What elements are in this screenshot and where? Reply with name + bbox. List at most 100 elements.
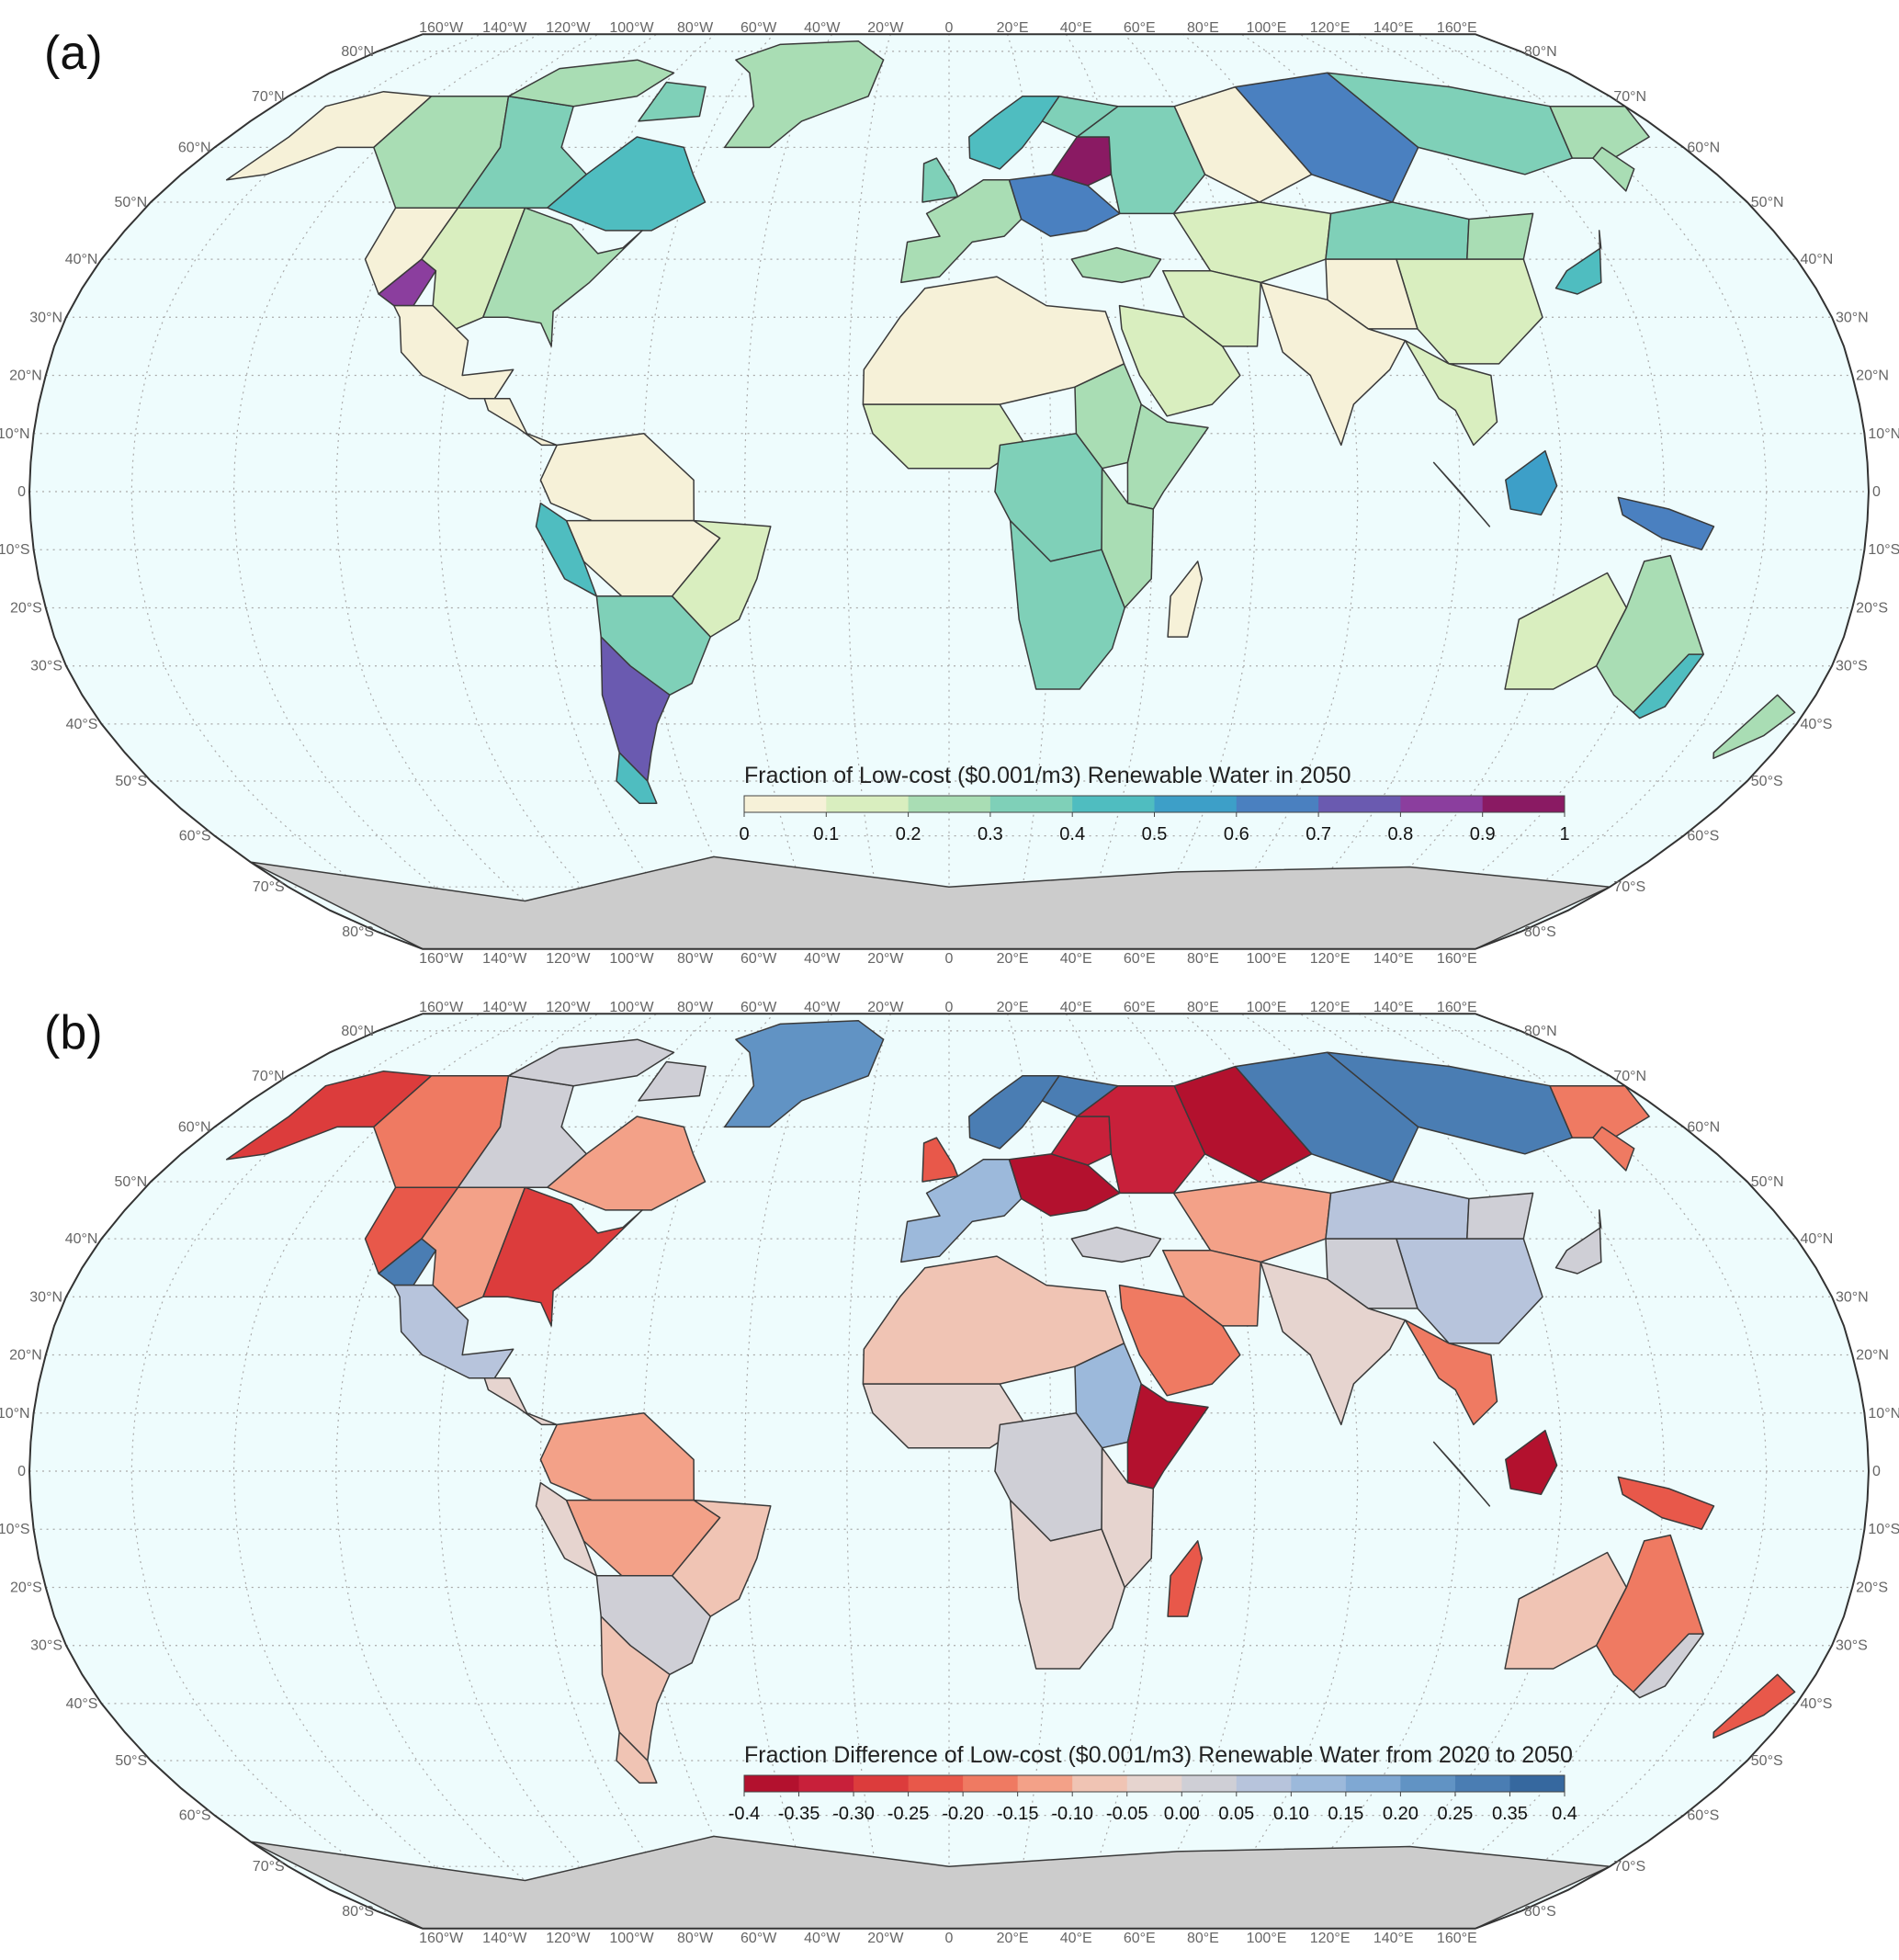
lon-label-bottom: 140°W	[482, 951, 527, 967]
lat-label-left: 30°S	[30, 659, 62, 674]
lat-label-left: 80°N	[341, 1024, 374, 1039]
lon-label-top: 100°W	[609, 1000, 654, 1015]
lon-label-top: 160°E	[1437, 20, 1477, 36]
legend-swatch	[798, 1775, 854, 1792]
legend-tick: 0.00	[1164, 1804, 1200, 1824]
legend: Fraction Difference of Low-cost ($0.001/…	[729, 1742, 1577, 1824]
lat-label-right: 40°S	[1801, 1696, 1833, 1712]
lat-label-left: 30°N	[29, 1289, 62, 1305]
region-china-north	[1466, 212, 1534, 260]
legend-swatch	[1345, 1775, 1401, 1792]
region-central-america	[483, 398, 558, 447]
lon-label-bottom: 160°E	[1437, 1931, 1477, 1946]
lat-label-left: 50°S	[115, 774, 147, 789]
region-kamchatka	[1592, 1126, 1635, 1172]
lat-label-right: 80°N	[1524, 44, 1557, 60]
map-outline	[28, 1013, 1871, 1930]
legend-tick: 0.3	[978, 824, 1003, 844]
legend-tick: -0.10	[1051, 1804, 1093, 1824]
region-central-america	[483, 1377, 558, 1426]
region-korea-japan	[1554, 230, 1602, 295]
region-siberia-central	[1234, 72, 1419, 203]
lon-label-bottom: 80°W	[677, 951, 714, 967]
lat-label-left: 10°N	[0, 1406, 30, 1422]
lon-label-top: 80°W	[677, 1000, 714, 1015]
legend-tick: -0.15	[997, 1804, 1039, 1824]
lon-label-top: 60°W	[740, 20, 777, 36]
legend-tick: -0.25	[887, 1804, 930, 1824]
region-argentina	[600, 636, 671, 782]
lon-label-bottom: 100°E	[1247, 1931, 1287, 1946]
lon-label-bottom: 60°E	[1124, 1931, 1156, 1946]
lon-label-top: 120°W	[546, 1000, 591, 1015]
legend-tick: 0.6	[1224, 824, 1249, 844]
lat-label-right: 20°N	[1856, 368, 1889, 384]
region-siberia-central	[1234, 1051, 1419, 1183]
lat-label-right: 80°N	[1524, 1024, 1557, 1039]
lat-label-left: 0	[17, 484, 26, 500]
lon-label-bottom: 100°W	[609, 1931, 654, 1946]
lon-label-top: 100°E	[1247, 1000, 1287, 1015]
legend-tick: 0.10	[1273, 1804, 1309, 1824]
lat-label-left: 30°S	[30, 1638, 62, 1654]
lon-label-bottom: 40°E	[1060, 951, 1092, 967]
legend-tick: 0.35	[1492, 1804, 1528, 1824]
lon-label-top: 0	[945, 20, 954, 36]
legend-swatch	[1072, 796, 1155, 812]
lon-label-bottom: 160°E	[1437, 951, 1477, 967]
lon-label-bottom: 20°W	[867, 951, 904, 967]
region-argentina	[600, 1615, 671, 1762]
legend-tick: 0.5	[1142, 824, 1168, 844]
lat-label-right: 0	[1872, 1464, 1881, 1479]
legend-swatch	[1236, 1775, 1292, 1792]
legend-swatch	[744, 1775, 800, 1792]
lat-label-right: 10°S	[1868, 542, 1899, 558]
lat-label-right: 50°N	[1751, 195, 1784, 210]
lon-label-bottom: 40°W	[804, 1931, 841, 1946]
region-china-south	[1396, 258, 1543, 365]
region-iran	[1161, 1249, 1261, 1327]
lat-label-right: 40°N	[1801, 1231, 1834, 1247]
region-korea-japan	[1554, 1209, 1602, 1275]
legend-swatch	[1017, 1775, 1073, 1792]
lon-label-top: 120°E	[1310, 1000, 1351, 1015]
lon-label-top: 160°W	[419, 1000, 464, 1015]
region-india	[1260, 281, 1407, 447]
lon-label-top: 120°W	[546, 20, 591, 36]
region-australia-se	[1633, 1633, 1704, 1699]
region-borneo	[1505, 449, 1558, 516]
region-siberia-west	[1173, 1065, 1313, 1183]
lat-label-left: 20°N	[9, 1348, 42, 1364]
lon-label-top: 60°W	[740, 1000, 777, 1015]
region-brazil-east	[671, 519, 772, 638]
region-uk	[921, 1137, 959, 1183]
land-regions	[225, 40, 1796, 949]
lon-label-bottom: 40°E	[1060, 1931, 1092, 1946]
lon-label-bottom: 80°W	[677, 1931, 714, 1946]
lat-label-left: 10°N	[0, 426, 30, 442]
lat-label-left: 0	[17, 1464, 26, 1479]
lat-label-left: 80°N	[341, 44, 374, 60]
region-greenland	[723, 1019, 885, 1128]
lat-label-right: 60°S	[1687, 1808, 1719, 1824]
legend-swatch	[963, 1775, 1019, 1792]
lon-label-top: 140°E	[1373, 20, 1414, 36]
legend-title: Fraction of Low-cost ($0.001/m3) Renewab…	[744, 763, 1351, 788]
lat-label-right: 20°S	[1856, 1580, 1888, 1595]
lat-label-left: 40°S	[66, 717, 98, 732]
lon-label-top: 20°E	[997, 20, 1029, 36]
lat-label-right: 50°S	[1751, 1753, 1783, 1769]
region-southern-africa	[1009, 519, 1125, 690]
region-new-guinea	[1617, 496, 1715, 550]
lat-label-right: 50°N	[1751, 1174, 1784, 1190]
lon-label-bottom: 60°E	[1124, 951, 1156, 967]
region-western-europe	[900, 1159, 1023, 1263]
legend-tick: -0.05	[1106, 1804, 1148, 1824]
lat-label-right: 30°S	[1836, 659, 1868, 674]
region-patagonia	[616, 752, 658, 804]
legend-tick: 0.1	[813, 824, 839, 844]
lat-label-right: 70°S	[1613, 1859, 1645, 1875]
lat-label-left: 40°N	[65, 252, 98, 267]
lat-label-right: 40°N	[1801, 252, 1834, 267]
lat-label-right: 0	[1872, 484, 1881, 500]
